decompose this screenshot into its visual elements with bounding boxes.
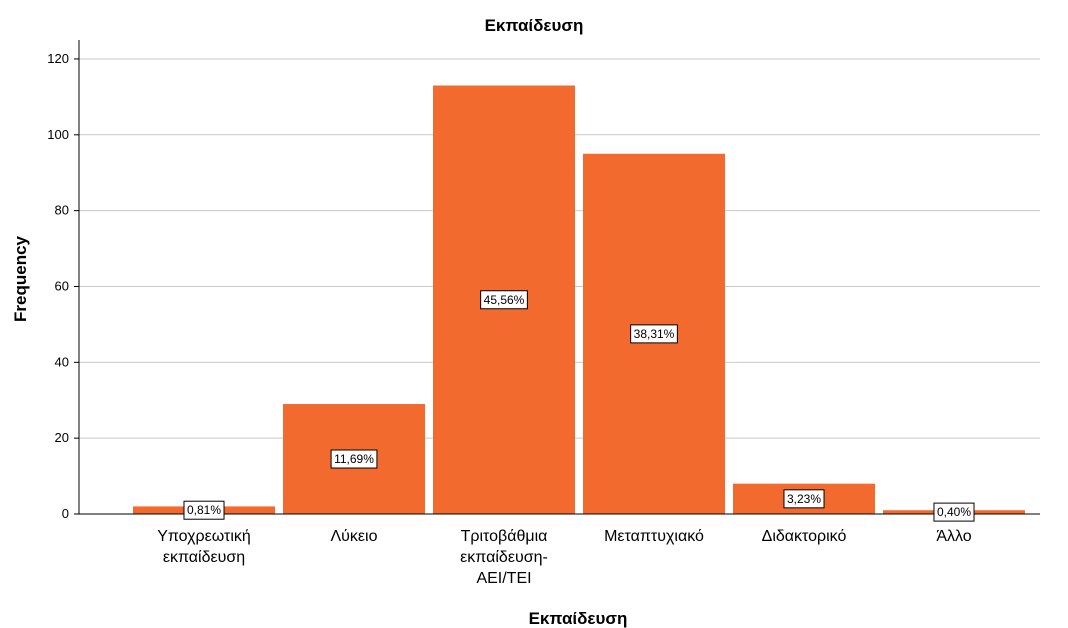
data-label: 0,81% xyxy=(183,500,225,520)
y-axis-ticks: 0 20 40 60 80 100 120 xyxy=(47,51,79,521)
data-label: 0,40% xyxy=(933,502,975,522)
bars xyxy=(133,85,1025,514)
x-axis-label: Εκπαίδευση xyxy=(529,609,628,628)
x-tick-label: Διδακτορικό xyxy=(762,528,847,545)
data-label: 38,31% xyxy=(630,324,678,344)
x-tick-label: ΑΕΙ/ΤΕΙ xyxy=(476,570,531,587)
data-label-box xyxy=(630,324,678,344)
x-tick-label: εκπαίδευση- xyxy=(460,549,548,566)
y-tick-label: 100 xyxy=(47,127,69,142)
x-tick-label: Υποχρεωτική xyxy=(157,528,251,545)
data-label-box xyxy=(933,502,975,522)
chart-title: Εκπαίδευση xyxy=(485,16,584,35)
x-tick-label: Μεταπτυχιακό xyxy=(604,528,704,545)
data-label-text: 0,40% xyxy=(937,505,971,519)
data-label: 45,56% xyxy=(480,290,528,310)
data-label-text: 38,31% xyxy=(634,327,675,341)
x-tick-label: Τριτοβάθμια xyxy=(461,528,548,545)
data-label-text: 0,81% xyxy=(187,503,221,517)
y-tick-label: 0 xyxy=(62,506,69,521)
x-axis-categories: Υποχρεωτική εκπαίδευση Λύκειο Τριτοβάθμια εκ… xyxy=(157,528,972,587)
data-label-box xyxy=(480,290,528,310)
x-tick-label: Άλλο xyxy=(936,528,971,545)
y-tick-label: 120 xyxy=(47,51,69,66)
data-label: 3,23% xyxy=(783,489,825,509)
data-label-box xyxy=(330,449,378,469)
y-tick-label: 40 xyxy=(55,354,69,369)
data-label: 11,69% xyxy=(330,449,378,469)
data-labels: 0,81% 11,69% 45,56% 38,31% 3,23% 0,40% xyxy=(183,290,975,522)
x-tick-label: εκπαίδευση xyxy=(163,549,245,566)
data-label-box xyxy=(783,489,825,509)
data-label-text: 11,69% xyxy=(334,452,374,466)
y-tick-label: 80 xyxy=(55,203,69,218)
y-tick-label: 60 xyxy=(55,278,69,293)
data-label-box xyxy=(183,500,225,520)
y-tick-label: 20 xyxy=(55,430,69,445)
data-label-text: 3,23% xyxy=(787,492,821,506)
data-label-text: 45,56% xyxy=(484,293,525,307)
y-axis-label: Frequency xyxy=(11,235,30,322)
x-tick-label: Λύκειο xyxy=(330,528,377,545)
